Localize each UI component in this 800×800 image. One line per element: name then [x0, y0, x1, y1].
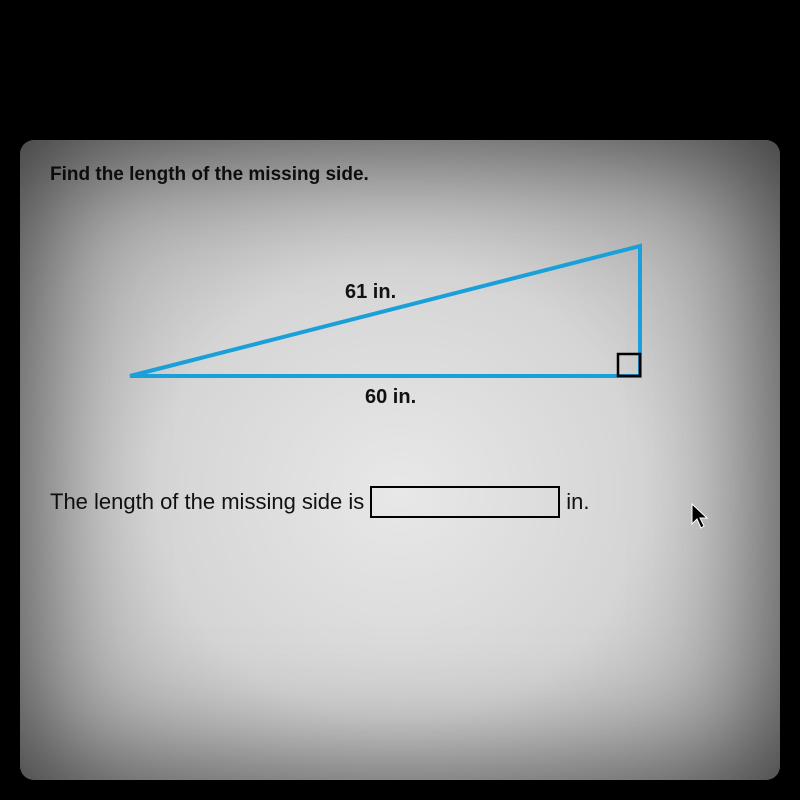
answer-prefix: The length of the missing side is — [50, 489, 364, 515]
triangle-figure: 61 in. 60 in. — [120, 226, 680, 426]
answer-row: The length of the missing side is in. — [50, 486, 750, 518]
worksheet-panel: Find the length of the missing side. 61 … — [20, 140, 780, 780]
answer-unit: in. — [566, 489, 589, 515]
problem-prompt: Find the length of the missing side. — [50, 164, 750, 186]
answer-input[interactable] — [370, 486, 560, 518]
hypotenuse-label: 61 in. — [345, 281, 396, 304]
base-label: 60 in. — [365, 386, 416, 409]
